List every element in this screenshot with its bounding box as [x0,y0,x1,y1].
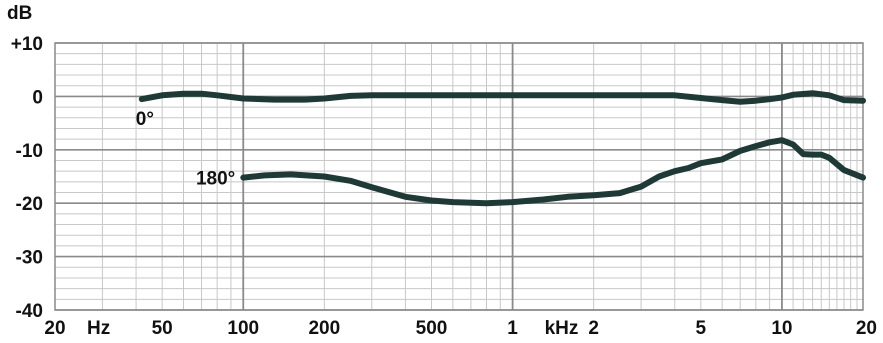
x-unit-label: Hz [87,318,110,339]
series-line-1 [240,137,866,207]
series-line-0 [138,90,866,105]
x-tick-label: 50 [152,318,173,339]
x-tick-label: 5 [696,318,707,339]
y-tick-label: -40 [16,301,43,322]
series-label-0: 0° [136,109,154,130]
x-tick-label: 500 [416,318,448,339]
x-tick-label: 2 [588,318,599,339]
x-tick-label: 20 [44,318,65,339]
x-tick-label: 20 [856,318,877,339]
series-label-1: 180° [196,169,235,190]
x-tick-label: 10 [771,318,792,339]
x-tick-label: 1 [507,318,518,339]
series-group: 0° 180° [136,90,866,207]
x-tick-label: 200 [308,318,340,339]
plot-frame [54,42,864,311]
y-tick-label: 0 [32,87,43,108]
x-tick-label: 100 [227,318,259,339]
y-tick-label: +10 [11,34,43,55]
y-tick-label: -30 [16,248,43,269]
y-axis-title: dB [7,3,32,24]
y-tick-label: -10 [16,141,43,162]
x-unit-label: kHz [545,318,579,339]
y-tick-label: -20 [16,194,43,215]
chart-grid [54,42,864,311]
